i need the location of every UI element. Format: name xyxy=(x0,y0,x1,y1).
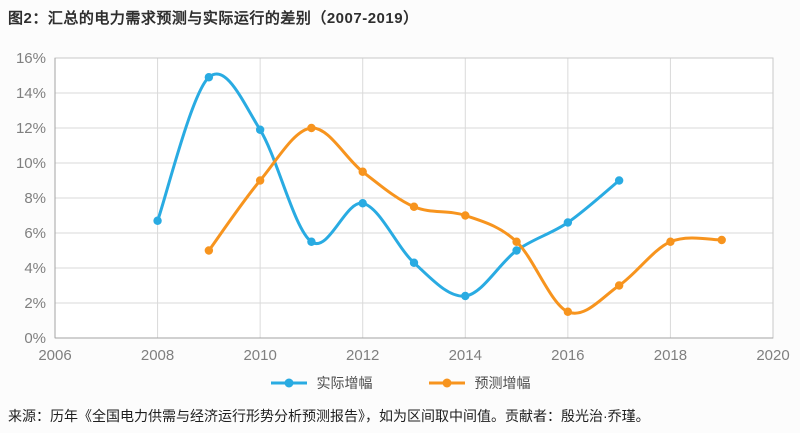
series-point-1 xyxy=(409,202,419,211)
y-axis-tick-label: 16% xyxy=(16,50,46,67)
series-point-1 xyxy=(461,211,470,220)
series-point-1 xyxy=(358,167,367,176)
y-axis-tick-label: 6% xyxy=(24,225,46,242)
legend-label-forecast: 预测增幅 xyxy=(474,375,531,391)
legend-marker-actual-icon xyxy=(270,378,307,388)
y-axis-tick-label: 8% xyxy=(24,190,46,207)
series-point-1 xyxy=(255,176,265,185)
series-point-1 xyxy=(307,123,316,133)
source-note: 来源：历年《全国电力供需与经济运行形势分析预测报告》，如为区间取中间值。贡献者：… xyxy=(8,408,650,424)
y-axis-tick-label: 4% xyxy=(24,260,46,277)
y-axis-tick-label: 2% xyxy=(24,295,46,312)
series-point-1 xyxy=(614,281,624,290)
series-point-1 xyxy=(512,237,521,246)
y-axis-tick-label: 10% xyxy=(16,155,46,172)
series-point-0 xyxy=(563,218,573,227)
legend-item-forecast: 预测增幅 xyxy=(428,373,531,393)
x-axis-tick-label: 2014 xyxy=(449,347,482,364)
y-axis-tick-label: 0% xyxy=(24,330,46,347)
series-point-0 xyxy=(512,246,521,255)
x-axis-tick-label: 2012 xyxy=(346,347,379,364)
x-axis-tick-label: 2008 xyxy=(141,347,174,364)
series-point-0 xyxy=(358,199,367,208)
x-axis-tick-label: 2020 xyxy=(756,347,789,364)
x-axis-tick-label: 2006 xyxy=(38,347,71,364)
chart-legend: 实际增幅 预测增幅 xyxy=(0,373,800,393)
legend-item-actual: 实际增幅 xyxy=(270,373,373,393)
chart-title: 图2：汇总的电力需求预测与实际运行的差别（2007-2019） xyxy=(8,10,419,27)
legend-label-actual: 实际增幅 xyxy=(316,375,373,391)
series-point-1 xyxy=(666,237,675,246)
y-axis-tick-label: 14% xyxy=(16,85,46,102)
series-point-0 xyxy=(307,237,316,246)
series-point-0 xyxy=(409,258,419,267)
x-axis-tick-label: 2016 xyxy=(551,347,584,364)
x-axis-tick-label: 2010 xyxy=(243,347,276,364)
series-point-0 xyxy=(461,291,470,301)
series-point-1 xyxy=(563,307,573,316)
series-point-0 xyxy=(614,176,624,185)
series-point-1 xyxy=(204,246,214,255)
chart-svg: 0% 2% 4% 6% 8% 10% 12% 14% 16% 2006 2008 2010 2012 20… xyxy=(16,50,790,364)
y-axis-tick-label: 12% xyxy=(16,120,46,137)
series-point-0 xyxy=(204,73,214,82)
series-point-0 xyxy=(255,125,265,134)
x-axis-tick-label: 2018 xyxy=(654,347,687,364)
legend-marker-forecast-icon xyxy=(428,378,465,388)
series-point-0 xyxy=(153,216,162,225)
series-point-1 xyxy=(717,235,726,245)
